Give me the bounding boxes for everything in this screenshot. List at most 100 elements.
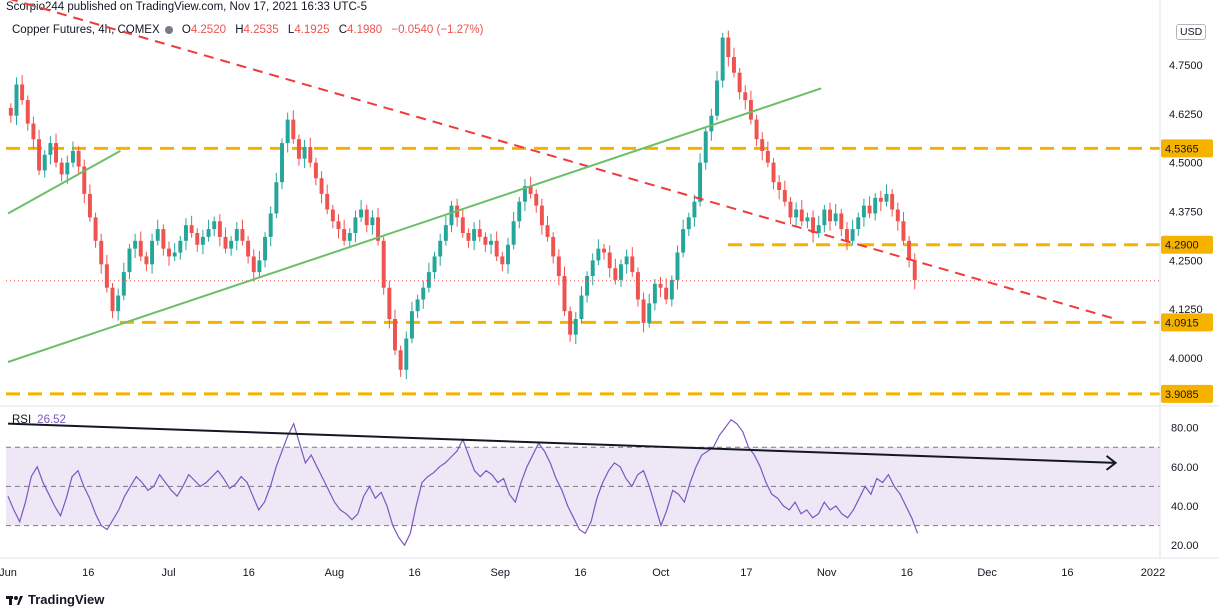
change-value: −0.0540 (−1.27%): [391, 24, 484, 36]
candle-body: [234, 229, 239, 241]
candle-body: [336, 221, 341, 230]
candle-body: [635, 272, 640, 300]
candle-body: [907, 240, 912, 261]
candle-body: [556, 256, 561, 276]
candle-body: [494, 240, 499, 257]
candle-body: [692, 201, 697, 218]
candle-body: [912, 260, 917, 280]
candle-body: [630, 256, 635, 273]
candle-body: [70, 150, 75, 163]
candle-body: [709, 115, 714, 132]
candle-body: [104, 264, 109, 288]
candle-body: [381, 240, 386, 288]
candle-body: [833, 213, 838, 222]
publisher-line: Scorpio244 published on TradingView.com,…: [6, 1, 367, 13]
rsi-tick-label: 80.00: [1171, 423, 1199, 435]
candle-body: [788, 201, 793, 218]
candle-body: [313, 162, 318, 179]
support-price-badge: [1161, 313, 1213, 332]
candle-body: [856, 217, 861, 230]
candle-body: [443, 225, 448, 241]
candle-body: [771, 162, 776, 183]
rsi-tick-label: 60.00: [1171, 462, 1199, 474]
candle-body: [466, 233, 471, 241]
candle-body: [99, 240, 104, 265]
candle-body: [229, 240, 234, 249]
price-pane[interactable]: [6, 0, 1160, 396]
candle-body: [551, 236, 556, 257]
candle-body: [811, 217, 816, 233]
candle-body: [127, 248, 132, 273]
candle-body: [189, 225, 194, 233]
candle-body: [251, 256, 256, 273]
candle-body: [359, 209, 364, 218]
candle-body: [387, 287, 392, 319]
candle-body: [460, 217, 465, 233]
open-value: 4.2520: [190, 24, 226, 36]
candle-body: [850, 229, 855, 241]
candle-body: [421, 287, 426, 300]
candle-body: [240, 229, 245, 241]
low-value: 4.1925: [294, 24, 330, 36]
support-price-label: 3.9085: [1165, 389, 1199, 401]
time-tick-label: Oct: [652, 567, 669, 579]
candle-body: [844, 229, 849, 241]
candle-body: [731, 57, 736, 73]
candle-body: [110, 287, 115, 312]
time-tick-label: Jul: [161, 567, 175, 579]
candle-body: [212, 221, 217, 230]
currency-button[interactable]: USD: [1176, 24, 1207, 40]
candle-body: [59, 162, 64, 175]
candle-body: [246, 240, 251, 257]
candle-body: [573, 319, 578, 335]
time-tick-label: 16: [901, 567, 913, 579]
candle-body: [48, 143, 53, 155]
candle-body: [878, 197, 883, 202]
time-tick-label: 16: [1061, 567, 1073, 579]
axes: 4.7500 4.6250 4.5000 4.3750 4.2500 4.1250 4.00…: [0, 0, 1219, 579]
close-label: C: [338, 24, 348, 36]
candle-body: [884, 193, 889, 202]
candle-body: [765, 150, 770, 163]
candle-body: [517, 201, 522, 222]
time-tick-label: 16: [574, 567, 586, 579]
candle-body: [409, 311, 414, 339]
candle-body: [602, 248, 607, 253]
candle-body: [280, 143, 284, 183]
candle-body: [562, 276, 567, 312]
candle-body: [263, 236, 268, 261]
candle-body: [342, 229, 347, 241]
price-tick-label: 4.2500: [1169, 255, 1203, 267]
candle-body: [669, 279, 674, 300]
candle-body: [415, 299, 420, 312]
time-tick-label: 16: [409, 567, 421, 579]
candle-body: [534, 193, 539, 206]
time-tick-label: Dec: [977, 567, 997, 579]
candle-body: [743, 92, 748, 101]
candle-body: [93, 217, 98, 241]
candle-body: [138, 240, 143, 257]
candle-body: [31, 123, 36, 140]
time-tick-label: 17: [740, 567, 752, 579]
candle-body: [483, 236, 488, 245]
candle-body: [489, 240, 494, 245]
rsi-pane[interactable]: [6, 418, 1160, 547]
candle-body: [867, 205, 872, 214]
candle-body: [703, 131, 708, 163]
candle-body: [76, 150, 81, 167]
candle-body: [613, 268, 618, 280]
price-tick-label: 4.1250: [1169, 304, 1203, 316]
candle-body: [296, 139, 301, 159]
candle-body: [500, 256, 505, 265]
candle-body: [82, 166, 87, 194]
candle-body: [319, 178, 324, 194]
candle-body: [619, 264, 623, 280]
tradingview-brand[interactable]: TradingView: [6, 592, 104, 607]
candle-body: [20, 84, 25, 101]
candle-body: [347, 233, 352, 241]
high-label: H: [235, 24, 244, 36]
candle-body: [624, 256, 629, 265]
candle-body: [8, 107, 13, 116]
tradingview-logo-icon: [6, 594, 24, 606]
